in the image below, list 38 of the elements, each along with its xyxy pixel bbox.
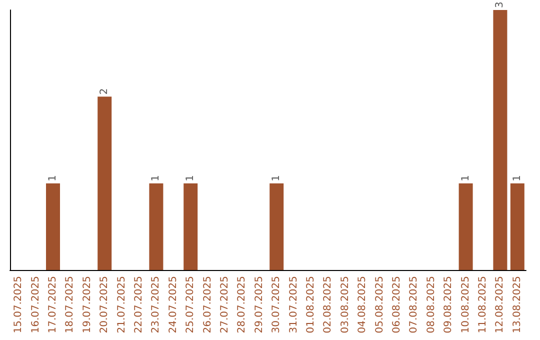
x-tick-label: 16.07.2025 bbox=[30, 276, 42, 334]
x-tick-label: 29.07.2025 bbox=[254, 276, 265, 334]
x-tick-label: 08.08.2025 bbox=[426, 276, 437, 334]
x-tick-label: 11.08.2025 bbox=[478, 276, 488, 334]
x-tick-label: 22.07.2025 bbox=[134, 276, 144, 334]
x-tick-label: 01.08.2025 bbox=[306, 276, 316, 334]
x-tick-label: 25.07.2025 bbox=[185, 276, 196, 334]
x-tick-label: 19.07.2025 bbox=[82, 276, 93, 334]
x-tick-label: 20.07.2025 bbox=[99, 276, 110, 334]
x-tick-label: 15.07.2025 bbox=[13, 276, 24, 334]
x-tick-label: 27.07.2025 bbox=[220, 276, 230, 334]
data-label: 1 bbox=[48, 174, 58, 182]
data-label: 1 bbox=[460, 174, 472, 182]
data-label: 3 bbox=[494, 2, 506, 8]
x-tick-label: 21.07.2025 bbox=[116, 276, 128, 334]
x-tick-label: 17.07.2025 bbox=[48, 276, 58, 334]
x-tick-label: 13.08.2025 bbox=[512, 276, 523, 334]
x-tick-label: 30.07.2025 bbox=[271, 276, 282, 334]
x-tick-label: 05.08.2025 bbox=[374, 276, 386, 334]
x-tick-label: 02.08.2025 bbox=[322, 276, 334, 334]
data-label: 1 bbox=[271, 174, 282, 182]
data-label: 1 bbox=[512, 174, 523, 182]
data-label: 2 bbox=[99, 88, 110, 95]
x-tick-label: 24.07.2025 bbox=[168, 276, 179, 334]
x-tick-label: 23.07.2025 bbox=[150, 276, 162, 334]
x-tick-label: 28.07.2025 bbox=[236, 276, 248, 334]
x-tick-label: 10.08.2025 bbox=[460, 276, 472, 334]
x-tick-label: 04.08.2025 bbox=[357, 276, 368, 334]
x-tick-label: 03.08.2025 bbox=[340, 276, 351, 334]
x-tick-label: 31.07.2025 bbox=[288, 276, 300, 334]
x-tick-label: 18.07.2025 bbox=[64, 276, 76, 334]
x-tick-label: 09.08.2025 bbox=[443, 276, 454, 334]
x-tick-label: 26.07.2025 bbox=[202, 276, 214, 334]
x-tick-label: 12.08.2025 bbox=[494, 276, 506, 334]
data-label: 1 bbox=[185, 174, 196, 182]
x-tick-label: 06.08.2025 bbox=[392, 276, 402, 334]
x-tick-label: 07.08.2025 bbox=[408, 276, 420, 334]
data-label: 1 bbox=[150, 174, 162, 182]
